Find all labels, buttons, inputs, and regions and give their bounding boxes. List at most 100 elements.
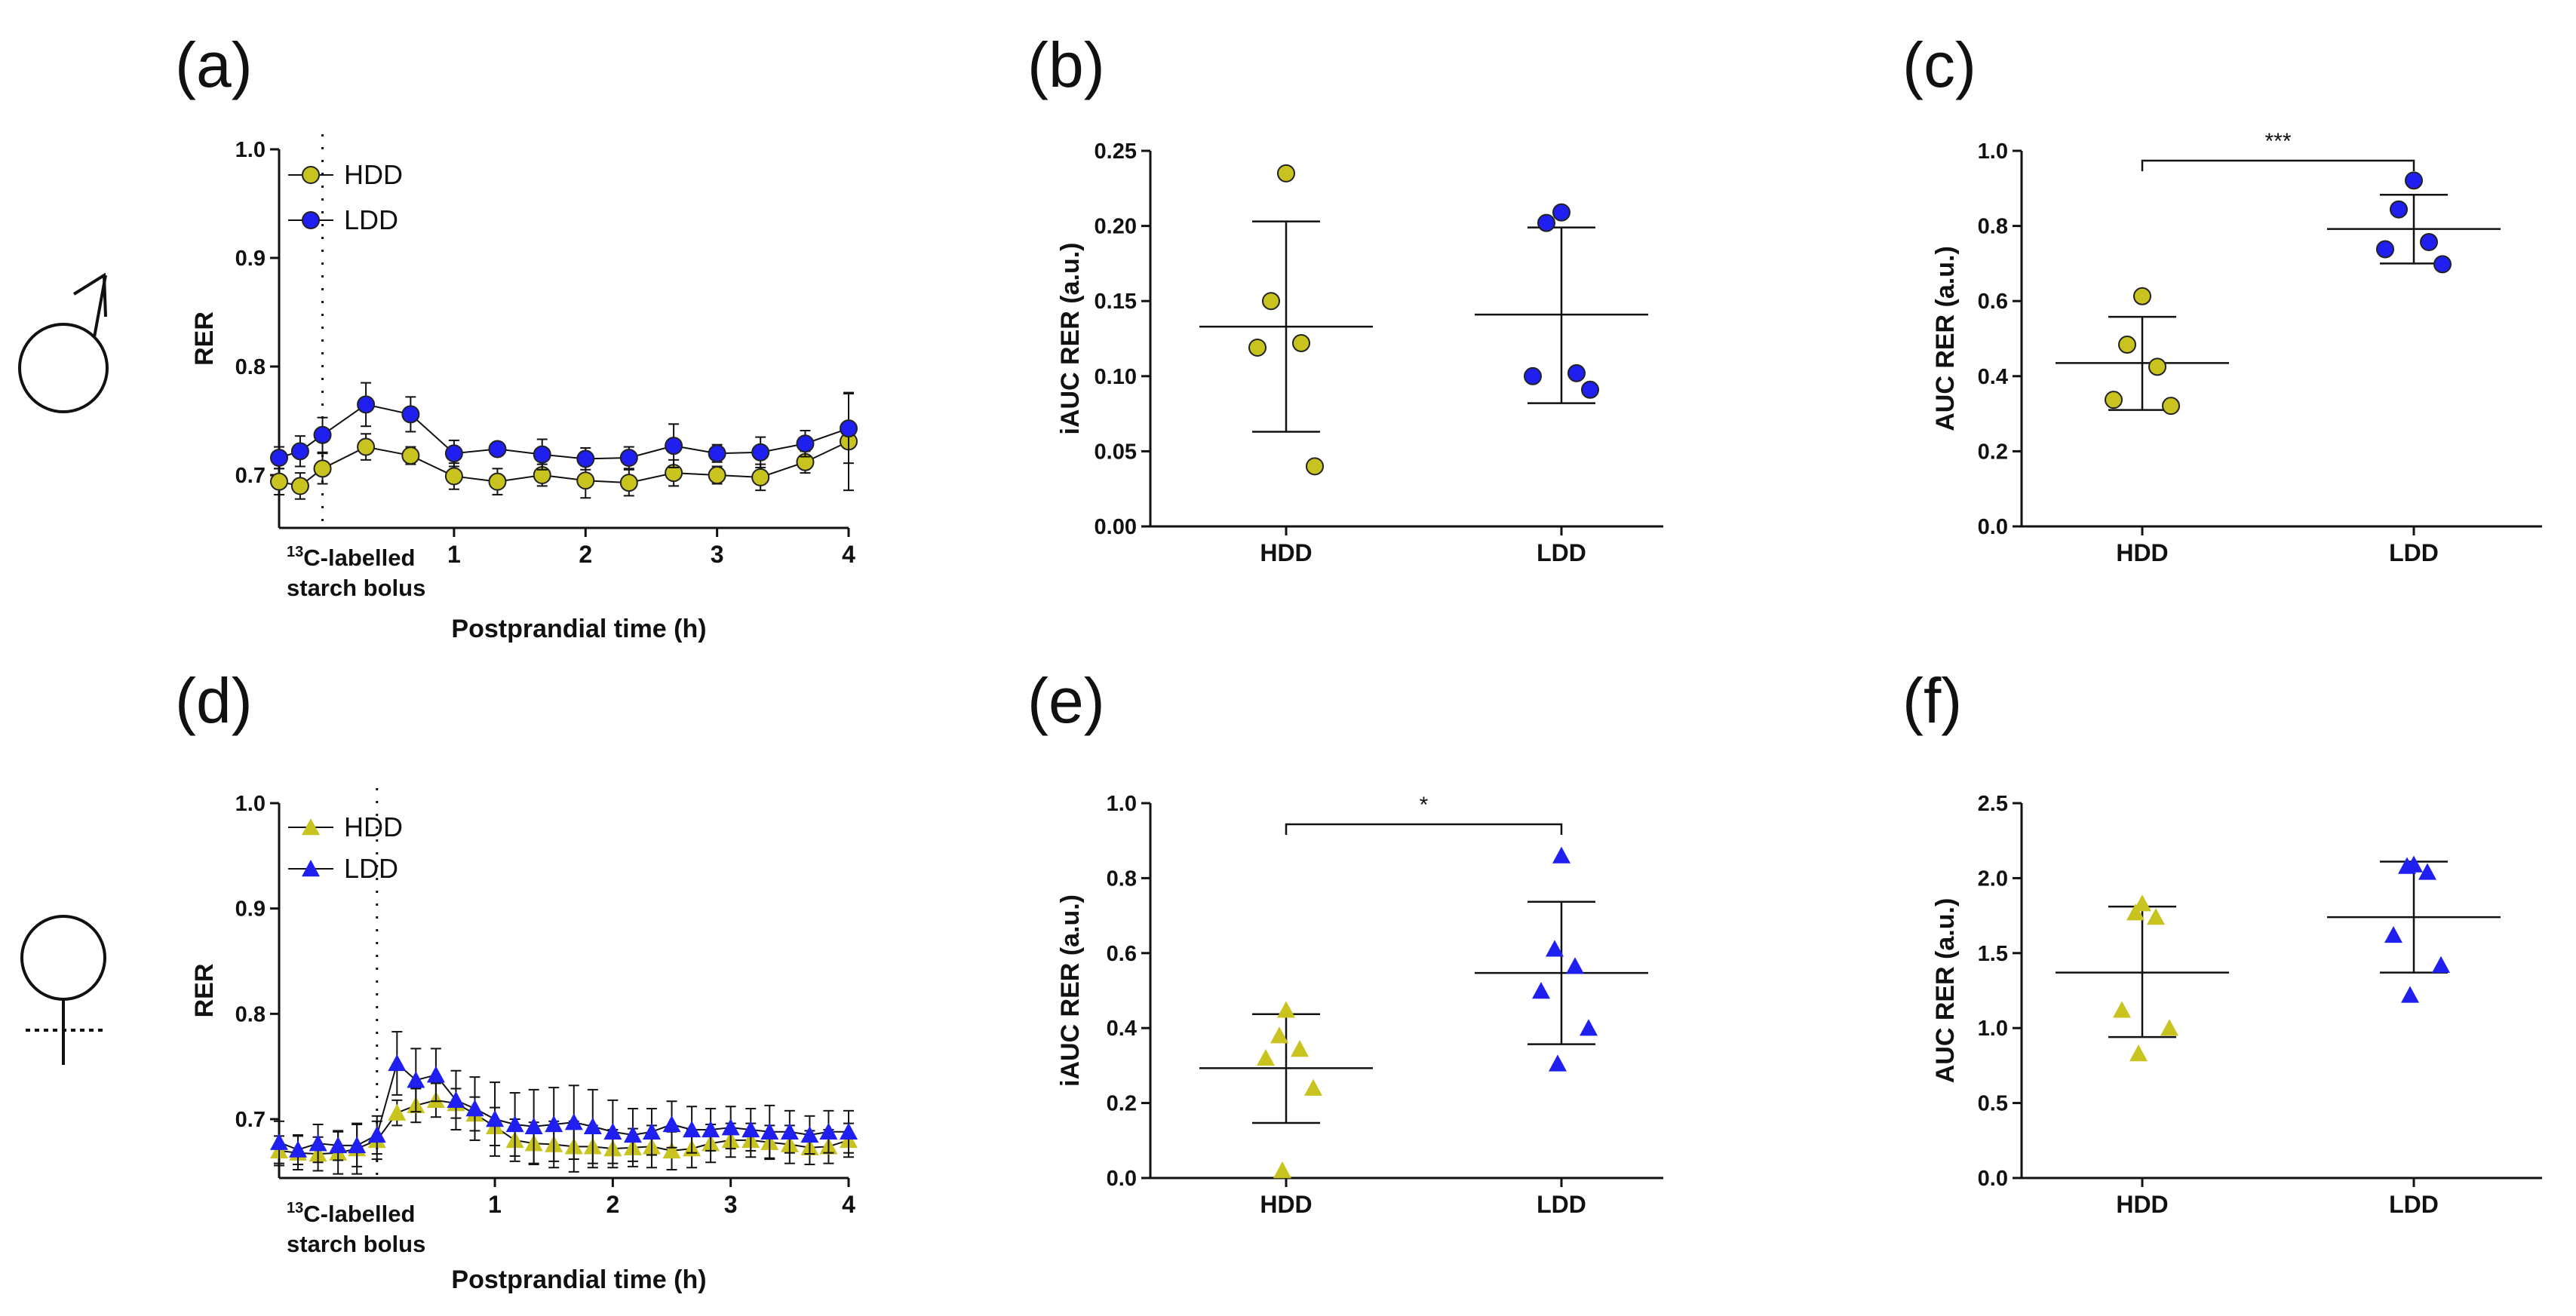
y-tick-label: 0.6 — [1978, 290, 2008, 314]
data-point — [642, 1122, 661, 1140]
y-tick-label: 0.8 — [235, 355, 266, 379]
data-point — [357, 437, 376, 456]
data-point — [751, 443, 770, 462]
data-point — [488, 440, 507, 459]
x-tick-label: 2 — [606, 1191, 619, 1218]
y-tick-label: 0.00 — [1095, 515, 1137, 539]
data-point — [465, 1100, 484, 1117]
data-point — [603, 1122, 622, 1140]
data-point — [2113, 1001, 2131, 1018]
bolus-annotation-line2: starch bolus — [287, 575, 425, 601]
data-point — [662, 1141, 681, 1159]
data-point — [623, 1125, 642, 1143]
data-point — [329, 1136, 348, 1154]
y-tick-label: 0.6 — [1107, 942, 1137, 966]
data-point — [1549, 1054, 1567, 1072]
data-point — [564, 1113, 583, 1130]
data-point — [388, 1103, 407, 1121]
data-point — [289, 1140, 308, 1158]
y-tick-label: 0.4 — [1107, 1017, 1137, 1041]
data-point — [619, 474, 638, 492]
data-point — [505, 1115, 524, 1133]
panel-label: (f) — [1902, 665, 1962, 736]
y-axis-title: RER — [190, 311, 219, 366]
y-tick-label: 0.15 — [1095, 290, 1137, 314]
y-tick-label: 1.0 — [1978, 140, 2008, 164]
data-point — [1257, 1048, 1275, 1066]
y-axis-title: AUC RER (a.u.) — [1931, 898, 1960, 1084]
data-point — [2405, 171, 2423, 190]
y-tick-label: 0.8 — [1978, 215, 2008, 239]
data-point — [1580, 1019, 1598, 1036]
panel-e: (e) 0.0 0.2 0.4 0.6 0.8 1.0 HDD LDD iAUC RER (a.u… — [1027, 665, 1663, 1218]
group-ldd — [2327, 855, 2501, 1003]
y-tick-label: 0.9 — [235, 897, 266, 922]
data-point — [1248, 338, 1267, 357]
x-tick-label: HDD — [2116, 539, 2168, 566]
data-point — [1273, 1161, 1291, 1179]
data-point — [1306, 457, 1324, 476]
data-point — [576, 471, 595, 490]
legend-marker — [302, 860, 320, 877]
data-point — [2147, 908, 2165, 925]
data-point — [721, 1118, 740, 1136]
data-point — [683, 1120, 702, 1138]
data-point — [401, 446, 420, 465]
x-tick-label: 4 — [842, 541, 855, 568]
data-point — [407, 1071, 425, 1088]
data-point — [1277, 1001, 1295, 1018]
data-point — [2398, 857, 2416, 874]
data-point — [1262, 292, 1280, 311]
data-point — [426, 1066, 445, 1083]
y-tick-label: 0.4 — [1978, 365, 2008, 389]
data-point — [1567, 364, 1586, 382]
data-point — [533, 445, 551, 464]
significance-label: *** — [2264, 129, 2291, 154]
x-tick-label: LDD — [1537, 1191, 1586, 1218]
bolus-annotation-line1: 13C-labelled — [287, 544, 415, 571]
data-point — [488, 472, 507, 491]
y-tick-label: 0.25 — [1095, 140, 1137, 164]
group-hdd — [1199, 1001, 1373, 1179]
significance-bracket — [2141, 159, 2415, 171]
data-point — [576, 449, 595, 468]
panel-label: (a) — [175, 29, 253, 100]
female-symbol-icon — [20, 915, 106, 1065]
data-point — [348, 1136, 367, 1154]
legend-marker — [302, 818, 320, 836]
data-point — [2160, 1019, 2178, 1036]
legend-marker — [302, 166, 320, 184]
y-tick-label: 1.0 — [1978, 1017, 2008, 1041]
y-tick-label: 1.5 — [1978, 942, 2008, 966]
data-point — [1270, 1026, 1288, 1044]
data-point — [447, 1091, 465, 1109]
x-tick-label: 1 — [447, 541, 461, 568]
legend-item-hdd: HDD — [288, 159, 403, 190]
group-ldd — [1475, 846, 1648, 1072]
data-point — [2401, 986, 2419, 1003]
data-point — [2376, 240, 2394, 259]
y-axis-title: iAUC RER (a.u.) — [1056, 243, 1085, 435]
data-point — [270, 472, 288, 491]
data-point — [708, 444, 726, 463]
x-axis-title: Postprandial time (h) — [451, 615, 706, 643]
y-tick-label: 2.0 — [1978, 867, 2008, 891]
data-point — [708, 466, 726, 484]
data-point — [1552, 203, 1570, 222]
y-tick-label: 0.9 — [235, 247, 266, 271]
data-point — [760, 1122, 779, 1140]
data-point — [486, 1110, 505, 1127]
data-point — [1546, 940, 1564, 957]
data-point — [819, 1122, 838, 1140]
legend-label: HDD — [344, 159, 403, 190]
y-tick-label: 0.10 — [1095, 365, 1137, 389]
data-point — [1537, 213, 1555, 232]
x-tick-label: 3 — [711, 541, 724, 568]
significance-label: * — [1420, 793, 1429, 818]
legend-label: LDD — [344, 853, 398, 884]
y-axis-title: AUC RER (a.u.) — [1931, 246, 1960, 431]
y-axis-title: RER — [190, 964, 219, 1018]
y-tick-label: 0.2 — [1107, 1092, 1137, 1116]
bolus-annotation-text: C-labelled — [303, 1201, 415, 1227]
